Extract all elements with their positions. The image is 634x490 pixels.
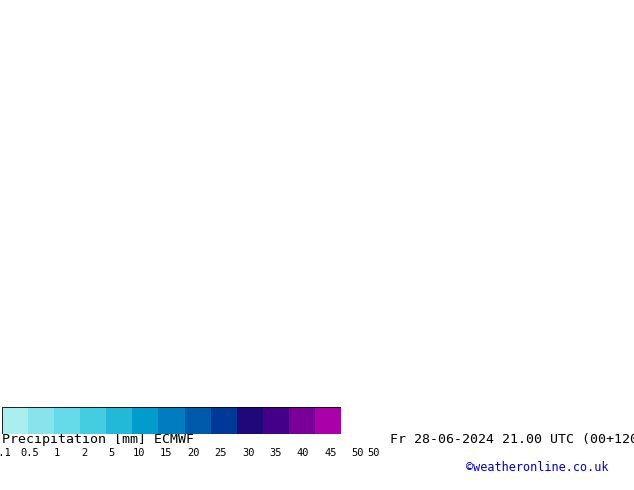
Bar bbox=[210, 407, 236, 434]
Bar bbox=[158, 407, 184, 434]
Bar bbox=[133, 407, 158, 434]
Text: 0.5: 0.5 bbox=[20, 448, 39, 458]
Bar bbox=[236, 407, 263, 434]
Polygon shape bbox=[341, 407, 349, 434]
Text: 25: 25 bbox=[214, 448, 227, 458]
Bar bbox=[289, 407, 315, 434]
Bar bbox=[184, 407, 210, 434]
Bar bbox=[80, 407, 107, 434]
Text: Precipitation [mm] ECMWF: Precipitation [mm] ECMWF bbox=[2, 433, 194, 446]
Text: 50: 50 bbox=[351, 448, 364, 458]
Text: 30: 30 bbox=[242, 448, 254, 458]
Text: 5: 5 bbox=[108, 448, 115, 458]
Text: ©weatheronline.co.uk: ©weatheronline.co.uk bbox=[466, 461, 609, 474]
Text: 20: 20 bbox=[187, 448, 200, 458]
Bar bbox=[28, 407, 54, 434]
Text: 40: 40 bbox=[297, 448, 309, 458]
Bar bbox=[2, 407, 28, 434]
Text: 1: 1 bbox=[53, 448, 60, 458]
Bar bbox=[315, 407, 341, 434]
Text: Fr 28-06-2024 21.00 UTC (00+120): Fr 28-06-2024 21.00 UTC (00+120) bbox=[390, 433, 634, 446]
Text: 50: 50 bbox=[368, 448, 380, 458]
Bar bbox=[54, 407, 80, 434]
Text: 45: 45 bbox=[324, 448, 337, 458]
Bar bbox=[107, 407, 133, 434]
Text: 15: 15 bbox=[160, 448, 172, 458]
Bar bbox=[263, 407, 289, 434]
Text: 0.1: 0.1 bbox=[0, 448, 11, 458]
Text: 35: 35 bbox=[269, 448, 281, 458]
Text: 2: 2 bbox=[81, 448, 87, 458]
Text: 10: 10 bbox=[133, 448, 145, 458]
